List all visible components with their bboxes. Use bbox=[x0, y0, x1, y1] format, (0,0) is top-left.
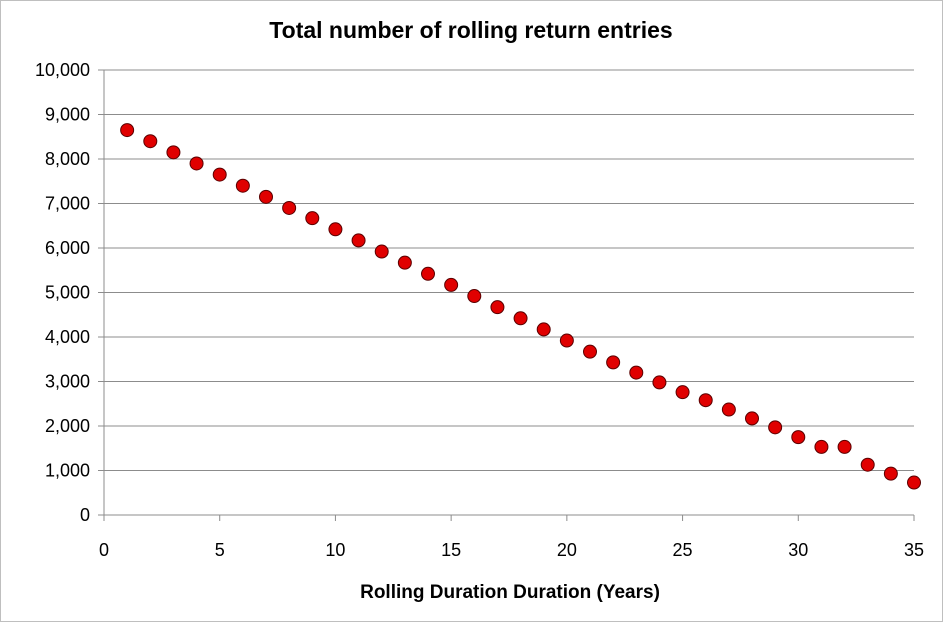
y-tick-label: 1,000 bbox=[45, 461, 90, 481]
data-point bbox=[907, 475, 921, 490]
x-tick-label: 30 bbox=[788, 540, 808, 560]
data-point bbox=[721, 402, 736, 417]
data-point bbox=[467, 289, 482, 304]
data-point bbox=[791, 430, 806, 445]
x-tick-label: 25 bbox=[673, 540, 693, 560]
y-tick-label: 6,000 bbox=[45, 238, 90, 258]
y-tick-label: 4,000 bbox=[45, 327, 90, 347]
y-tick-label: 0 bbox=[80, 505, 90, 525]
data-point bbox=[837, 439, 852, 454]
data-point bbox=[698, 393, 713, 408]
x-tick-label: 35 bbox=[904, 540, 924, 560]
y-tick-label: 9,000 bbox=[45, 105, 90, 125]
data-point bbox=[652, 375, 667, 390]
data-point bbox=[444, 277, 459, 292]
gridlines bbox=[104, 69, 914, 471]
data-point bbox=[374, 244, 389, 259]
x-tick-label: 15 bbox=[441, 540, 461, 560]
x-tick-labels: 0 5 10 15 20 25 30 35 bbox=[99, 540, 924, 560]
data-point bbox=[143, 134, 158, 149]
data-point bbox=[328, 222, 343, 237]
axes bbox=[98, 69, 915, 521]
chart-title: Total number of rolling return entries bbox=[269, 17, 672, 43]
data-point bbox=[559, 333, 574, 348]
y-tick-label: 2,000 bbox=[45, 416, 90, 436]
x-tick-label: 10 bbox=[325, 540, 345, 560]
data-point bbox=[745, 411, 759, 426]
y-tick-label: 10,000 bbox=[35, 60, 90, 80]
data-point bbox=[305, 211, 320, 226]
data-point bbox=[397, 255, 412, 270]
x-axis-label: Rolling Duration Duration (Years) bbox=[360, 582, 660, 603]
data-point bbox=[513, 311, 528, 326]
data-point bbox=[675, 385, 690, 400]
y-tick-label: 3,000 bbox=[45, 372, 90, 392]
data-point bbox=[629, 365, 644, 380]
y-tick-labels: 0 1,000 2,000 3,000 4,000 5,000 6,000 7,000 8,00… bbox=[35, 60, 90, 525]
x-tick-label: 20 bbox=[557, 540, 577, 560]
data-point bbox=[490, 300, 505, 315]
data-point bbox=[282, 200, 297, 215]
y-tick-label: 8,000 bbox=[45, 149, 90, 169]
data-point bbox=[212, 167, 227, 182]
data-point bbox=[189, 156, 204, 171]
data-point bbox=[120, 123, 135, 138]
data-point bbox=[259, 189, 273, 204]
data-points bbox=[120, 123, 921, 490]
data-point bbox=[583, 344, 597, 359]
data-point bbox=[768, 420, 783, 435]
data-point bbox=[351, 233, 366, 248]
data-point bbox=[883, 466, 898, 481]
data-point bbox=[235, 178, 250, 193]
data-point bbox=[860, 457, 875, 472]
y-tick-label: 7,000 bbox=[45, 194, 90, 214]
data-point bbox=[606, 355, 621, 370]
x-tick-label: 5 bbox=[215, 540, 225, 560]
data-point bbox=[536, 322, 551, 337]
y-tick-label: 5,000 bbox=[45, 283, 90, 303]
data-point bbox=[166, 145, 181, 160]
x-tick-label: 0 bbox=[99, 540, 109, 560]
data-point bbox=[421, 266, 435, 281]
data-point bbox=[814, 439, 829, 454]
